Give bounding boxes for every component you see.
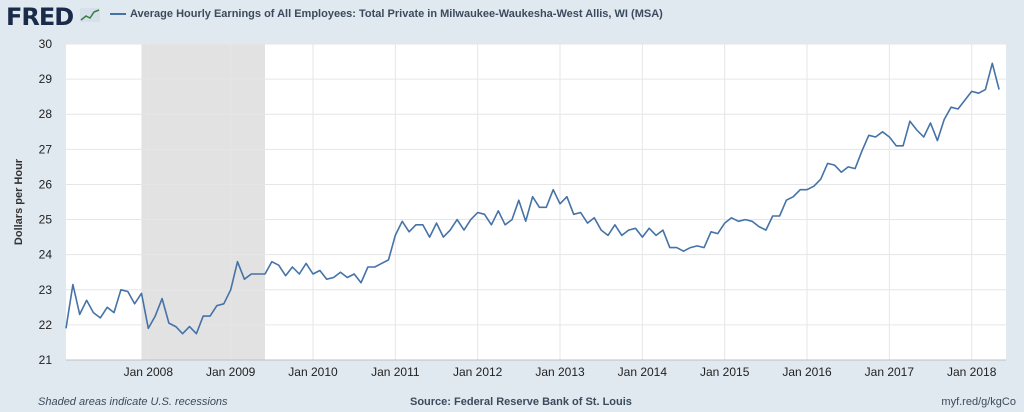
line-chart: 21 22 23 24 25 26 27 28 29 30 Jan 2008 Jan 2009 Jan … <box>13 37 1006 379</box>
y-tick-label: 27 <box>39 142 53 156</box>
y-tick-label: 26 <box>39 177 53 191</box>
chart-area: 21 22 23 24 25 26 27 28 29 30 Jan 2008 Jan 2009 Jan … <box>0 36 1024 386</box>
y-tick-label: 23 <box>39 283 53 297</box>
legend-swatch <box>110 13 126 16</box>
legend-label: Average Hourly Earnings of All Employees… <box>130 8 663 20</box>
recession-shading <box>141 44 265 360</box>
x-tick-label: Jan 2009 <box>206 365 256 379</box>
x-tick-label: Jan 2011 <box>371 365 420 379</box>
x-tick-label: Jan 2017 <box>865 365 915 379</box>
x-tick-label: Jan 2013 <box>535 365 585 379</box>
x-tick-label: Jan 2012 <box>453 365 503 379</box>
y-tick-label: 28 <box>39 107 53 121</box>
y-tick-label: 22 <box>39 318 53 332</box>
series-line <box>65 62 1000 335</box>
fred-logo-icon <box>80 8 100 22</box>
x-tick-label: Jan 2014 <box>618 365 668 379</box>
x-tick-label: Jan 2018 <box>947 365 997 379</box>
source-credit: Source: Federal Reserve Bank of St. Loui… <box>410 396 632 408</box>
x-tick-label: Jan 2010 <box>288 365 338 379</box>
chart-footer: Shaded areas indicate U.S. recessions So… <box>0 394 1024 412</box>
x-tick-label: Jan 2016 <box>782 365 832 379</box>
recession-note: Shaded areas indicate U.S. recessions <box>38 396 228 408</box>
x-tick-label: Jan 2015 <box>700 365 750 379</box>
y-tick-label: 21 <box>39 353 53 367</box>
y-tick-label: 29 <box>39 72 53 86</box>
y-tick-label: 24 <box>39 248 53 262</box>
y-tick-label: 25 <box>39 213 53 227</box>
y-tick-label: 30 <box>39 37 53 51</box>
fred-logo: FRED <box>6 3 74 31</box>
short-url[interactable]: myf.red/g/kgCo <box>941 396 1016 408</box>
x-tick-label: Jan 2008 <box>124 365 174 379</box>
y-axis-label: Dollars per Hour <box>13 158 25 245</box>
chart-legend: Average Hourly Earnings of All Employees… <box>110 8 663 20</box>
chart-header: FRED Average Hourly Earnings of All Empl… <box>0 0 1024 36</box>
